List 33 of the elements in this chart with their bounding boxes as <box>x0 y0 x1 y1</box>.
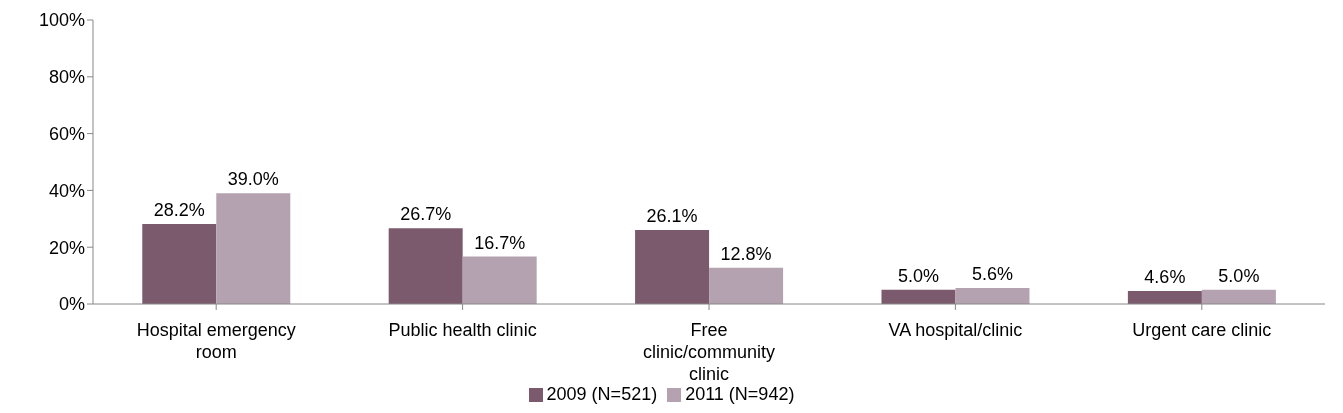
bar <box>1127 290 1202 304</box>
x-tick-label: Free clinic/community clinic <box>642 320 776 384</box>
bar <box>142 223 217 304</box>
bar <box>635 229 710 304</box>
legend-label: 2011 (N=942) <box>685 384 795 404</box>
legend-label: 2009 (N=521) <box>546 384 658 404</box>
data-label: 26.7% <box>400 204 452 225</box>
bar <box>881 289 956 304</box>
y-tick-label: 20% <box>48 237 85 258</box>
data-label: 39.0% <box>227 169 279 190</box>
bar <box>709 267 784 304</box>
data-label: 12.8% <box>720 243 772 264</box>
y-tick-label: 80% <box>48 67 85 88</box>
y-tick-label: 40% <box>48 180 85 201</box>
x-tick-label: Urgent care clinic <box>1132 320 1272 340</box>
bar <box>216 193 291 304</box>
x-tick-label: Public health clinic <box>388 320 537 340</box>
data-label: 5.0% <box>1218 265 1260 286</box>
data-label: 26.1% <box>646 205 698 226</box>
y-tick-label: 100% <box>38 10 85 31</box>
x-tick-label: Hospital emergency room <box>136 320 296 362</box>
x-tick-label: VA hospital/clinic <box>888 320 1023 340</box>
y-tick-label: 60% <box>48 123 85 144</box>
y-tick-label: 0% <box>58 294 85 315</box>
bar <box>388 228 463 304</box>
data-label: 4.6% <box>1144 266 1186 287</box>
data-label: 28.2% <box>153 199 205 220</box>
data-label: 5.6% <box>971 264 1013 285</box>
bar <box>1201 289 1276 304</box>
bar <box>955 288 1030 304</box>
bar <box>462 256 537 304</box>
data-label: 16.7% <box>474 232 526 253</box>
data-label: 5.0% <box>897 265 939 286</box>
